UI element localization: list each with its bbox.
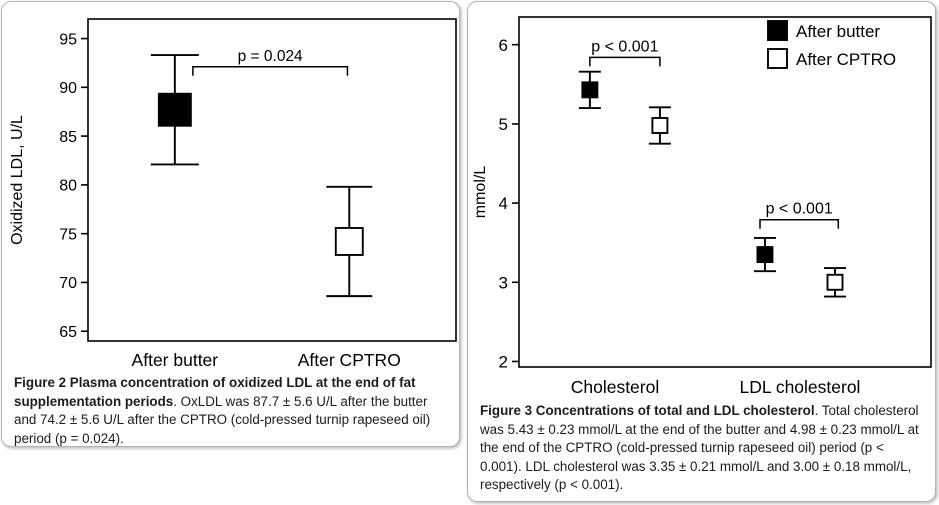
y-tick-label: 3 — [499, 273, 508, 292]
x-category-label: LDL cholesterol — [740, 377, 861, 397]
y-tick-label: 6 — [499, 36, 508, 55]
y-tick-label: 70 — [59, 275, 77, 292]
data-point-marker-filled — [756, 246, 774, 264]
y-tick-label: 80 — [59, 178, 77, 195]
y-tick-label: 5 — [499, 115, 508, 134]
p-value-label: p < 0.001 — [591, 38, 658, 55]
plot-border — [518, 16, 932, 368]
figure3-caption: Figure 3 Concentrations of total and LDL… — [480, 402, 925, 495]
legend-marker-open — [767, 48, 788, 69]
figure2-caption-body: . OxLDL was 87.7 ± 5.6 U/L after the but… — [14, 393, 431, 446]
significance-bracket — [759, 218, 840, 229]
data-point-marker-filled — [581, 81, 599, 99]
plot-border — [87, 18, 457, 342]
y-axis-label: Oxidized LDL, U/L — [9, 115, 26, 245]
figure3-caption-body: . Total cholesterol was 5.43 ± 0.23 mmol… — [480, 403, 919, 492]
y-tick-label: 75 — [59, 226, 77, 243]
data-point-marker-open — [334, 227, 364, 256]
y-tick-label: 85 — [59, 129, 77, 146]
p-value-label: p = 0.024 — [238, 48, 303, 65]
significance-bracket — [589, 56, 661, 67]
significance-bracket — [192, 66, 349, 76]
figure2-caption: Figure 2 Plasma concentration of oxidize… — [14, 374, 449, 446]
figure2-chart: 65 70 75 80 85 90 95 Oxidized LDL, U/L After but… — [9, 18, 457, 370]
figure2-panel: 65 70 75 80 85 90 95 Oxidized LDL, U/L After but… — [1, 1, 460, 447]
data-point-marker-open — [651, 117, 669, 134]
figure3-chart: 2 3 4 5 6 mmol/L Cholesterol LDL cholesterol p <… — [472, 16, 932, 397]
figure2-caption-title: Figure 2 Plasma concentration of oxidize… — [14, 375, 416, 409]
p-value-label: p < 0.001 — [766, 201, 833, 218]
y-tick-label: 65 — [59, 324, 77, 341]
y-tick-label: 90 — [59, 80, 77, 97]
figure3-panel: 2 3 4 5 6 mmol/L Cholesterol LDL cholesterol p <… — [467, 1, 936, 502]
x-category-label: After CPTRO — [298, 350, 401, 370]
y-tick-label: 2 — [499, 353, 508, 372]
legend-label: After butter — [796, 22, 880, 41]
x-category-label: Cholesterol — [571, 377, 660, 397]
legend-label: After CPTRO — [796, 50, 896, 69]
data-point-marker-open — [826, 273, 844, 291]
data-point-marker-filled — [157, 92, 192, 127]
y-tick-label: 95 — [59, 31, 77, 48]
y-axis-label: mmol/L — [472, 166, 489, 219]
legend-marker-filled — [767, 20, 788, 41]
figure3-caption-title: Figure 3 Concentrations of total and LDL… — [480, 403, 815, 418]
x-category-label: After butter — [132, 350, 219, 370]
y-tick-label: 4 — [499, 194, 508, 213]
